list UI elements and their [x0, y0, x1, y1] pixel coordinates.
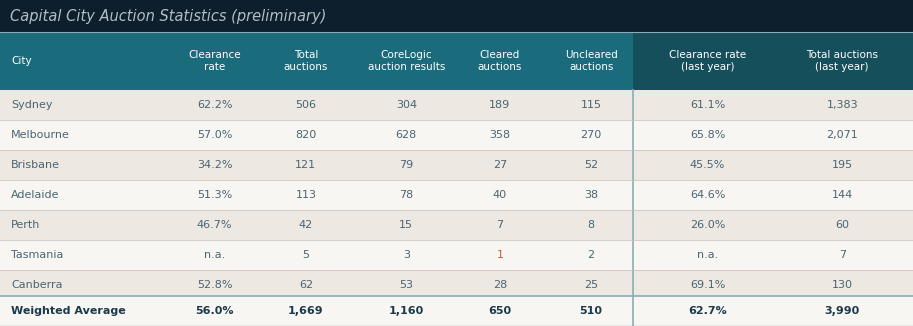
Text: 57.0%: 57.0%: [197, 130, 232, 140]
Text: Total auctions
(last year): Total auctions (last year): [806, 50, 878, 72]
Text: 1,160: 1,160: [389, 306, 424, 316]
Text: 5: 5: [302, 250, 310, 260]
Bar: [0, 0, 913, 32]
Bar: [0, 296, 913, 326]
Text: Brisbane: Brisbane: [11, 160, 60, 170]
Text: 62: 62: [299, 280, 313, 290]
Text: 358: 358: [489, 130, 510, 140]
Text: 52.8%: 52.8%: [197, 280, 232, 290]
Text: Weighted Average: Weighted Average: [11, 306, 126, 316]
Bar: [0, 180, 913, 210]
Text: 113: 113: [295, 190, 317, 200]
Bar: [0, 270, 913, 300]
Text: 69.1%: 69.1%: [690, 280, 725, 290]
Bar: [0, 120, 913, 150]
Text: n.a.: n.a.: [204, 250, 226, 260]
Text: 115: 115: [581, 100, 602, 110]
Text: Clearance rate
(last year): Clearance rate (last year): [669, 50, 746, 72]
Text: 121: 121: [295, 160, 317, 170]
Text: 510: 510: [580, 306, 603, 316]
Text: 820: 820: [295, 130, 317, 140]
Text: 56.0%: 56.0%: [195, 306, 234, 316]
Text: Uncleared
auctions: Uncleared auctions: [565, 50, 617, 72]
Text: 1,383: 1,383: [826, 100, 858, 110]
Text: 628: 628: [395, 130, 417, 140]
Text: 78: 78: [399, 190, 414, 200]
Text: 189: 189: [489, 100, 510, 110]
Text: 195: 195: [832, 160, 853, 170]
Text: 2: 2: [588, 250, 594, 260]
Text: 1,669: 1,669: [288, 306, 324, 316]
Text: 46.7%: 46.7%: [197, 220, 232, 230]
Text: Adelaide: Adelaide: [11, 190, 59, 200]
Text: 65.8%: 65.8%: [690, 130, 725, 140]
Text: 79: 79: [399, 160, 414, 170]
Text: 7: 7: [839, 250, 845, 260]
Text: 8: 8: [588, 220, 594, 230]
Text: 53: 53: [399, 280, 414, 290]
Text: Capital City Auction Statistics (preliminary): Capital City Auction Statistics (prelimi…: [10, 8, 326, 23]
Text: 34.2%: 34.2%: [197, 160, 232, 170]
Text: Tasmania: Tasmania: [11, 250, 63, 260]
Text: 61.1%: 61.1%: [690, 100, 725, 110]
Text: 45.5%: 45.5%: [690, 160, 725, 170]
Text: 650: 650: [488, 306, 511, 316]
Bar: [0, 240, 913, 270]
Bar: [0, 90, 913, 120]
Text: 60: 60: [835, 220, 849, 230]
Text: Sydney: Sydney: [11, 100, 52, 110]
Text: Clearance
rate: Clearance rate: [188, 50, 241, 72]
Bar: [633, 32, 913, 90]
Text: Cleared
auctions: Cleared auctions: [477, 50, 522, 72]
Text: 51.3%: 51.3%: [197, 190, 232, 200]
Text: n.a.: n.a.: [697, 250, 719, 260]
Text: CoreLogic
auction results: CoreLogic auction results: [368, 50, 445, 72]
Text: 25: 25: [584, 280, 598, 290]
Bar: [0, 210, 913, 240]
Bar: [0, 32, 633, 90]
Text: 26.0%: 26.0%: [690, 220, 725, 230]
Text: City: City: [11, 56, 32, 66]
Text: 3,990: 3,990: [824, 306, 860, 316]
Text: 506: 506: [295, 100, 317, 110]
Text: Canberra: Canberra: [11, 280, 62, 290]
Text: Melbourne: Melbourne: [11, 130, 69, 140]
Text: 144: 144: [832, 190, 853, 200]
Text: 130: 130: [832, 280, 853, 290]
Text: Perth: Perth: [11, 220, 40, 230]
Text: 38: 38: [584, 190, 598, 200]
Text: 42: 42: [299, 220, 313, 230]
Text: 1: 1: [497, 250, 503, 260]
Text: 64.6%: 64.6%: [690, 190, 725, 200]
Text: 15: 15: [399, 220, 414, 230]
Text: Total
auctions: Total auctions: [284, 50, 328, 72]
Text: 7: 7: [497, 220, 503, 230]
Text: 304: 304: [395, 100, 417, 110]
Text: 40: 40: [493, 190, 507, 200]
Text: 62.7%: 62.7%: [688, 306, 727, 316]
Text: 28: 28: [493, 280, 507, 290]
Text: 27: 27: [493, 160, 507, 170]
Text: 52: 52: [584, 160, 598, 170]
Bar: [0, 150, 913, 180]
Text: 270: 270: [581, 130, 602, 140]
Text: 2,071: 2,071: [826, 130, 858, 140]
Text: 3: 3: [403, 250, 410, 260]
Text: 62.2%: 62.2%: [197, 100, 232, 110]
